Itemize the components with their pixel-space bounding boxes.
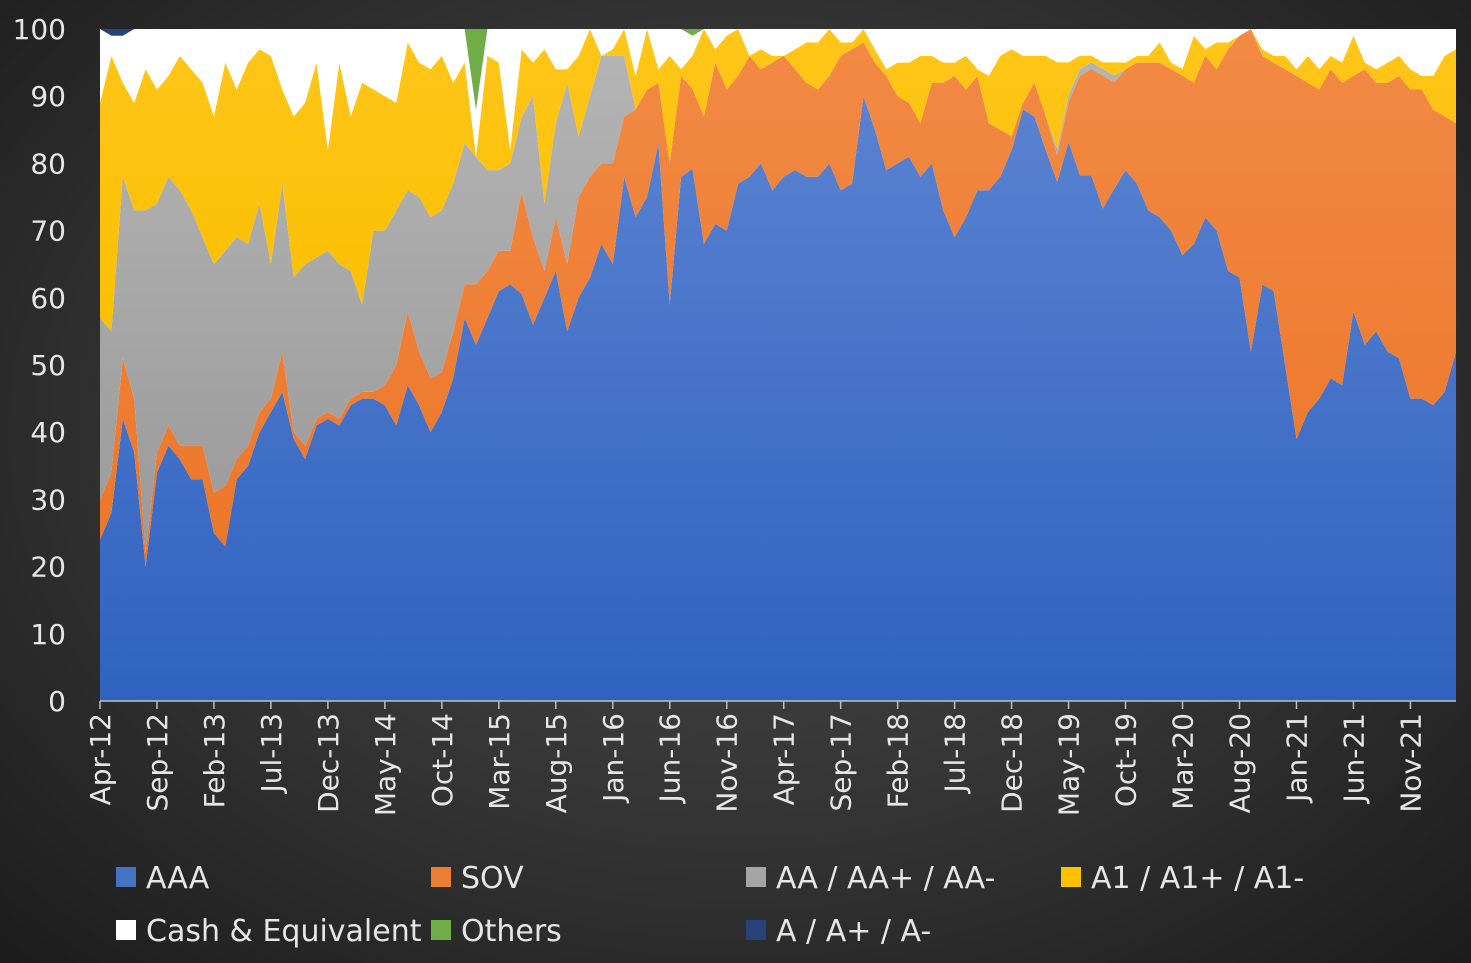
y-tick-label: 40 [30, 416, 66, 449]
x-tick-label: Oct-19 [1110, 713, 1143, 807]
y-tick-label: 90 [30, 80, 66, 113]
legend-item-others: Others [431, 914, 562, 949]
legend-swatch [1061, 867, 1081, 887]
area-sov [100, 29, 1456, 567]
x-tick-label: Aug-15 [540, 713, 573, 813]
y-tick-label: 30 [30, 483, 66, 516]
y-tick-label: 70 [30, 215, 66, 248]
x-tick-label: Mar-15 [483, 713, 516, 810]
x-tick-label: Dec-13 [312, 713, 345, 813]
x-tick-label: Jun-16 [654, 713, 687, 804]
y-tick-label: 0 [48, 685, 66, 718]
area-a1-a1-a1 [100, 29, 1456, 332]
legend-item-aa-aa-aa: AA / AA+ / AA- [746, 861, 995, 896]
x-tick-label: May-14 [369, 713, 402, 816]
x-tick-label: Jul-13 [255, 713, 288, 795]
legend-swatch [431, 867, 451, 887]
legend: AAA SOV AA / AA+ / AA- A1 / A1+ / A1- Cash &… [116, 861, 1304, 949]
plot-area [100, 29, 1456, 701]
x-tick-label: Sep-12 [141, 713, 174, 812]
legend-swatch [746, 920, 766, 940]
area-aa-aa-aa [100, 29, 1456, 554]
y-tick-label: 100 [13, 13, 66, 46]
legend-swatch [116, 920, 136, 940]
legend-label: AA / AA+ / AA- [776, 861, 995, 896]
x-tick-label: Sep-17 [825, 713, 858, 812]
x-tick-label: Dec-18 [996, 713, 1029, 813]
x-tick-label: May-19 [1053, 713, 1086, 816]
x-tick-label: Mar-20 [1167, 713, 1200, 810]
legend-swatch [431, 920, 451, 940]
legend-label: Others [461, 914, 562, 949]
x-tick-label: Nov-21 [1394, 713, 1427, 813]
y-tick-label: 10 [30, 618, 66, 651]
y-tick-label: 60 [30, 282, 66, 315]
y-axis: 0 10 20 30 40 50 60 70 80 90 100 [13, 13, 66, 718]
x-tick-label: Jun-21 [1337, 713, 1370, 804]
area-aaa [100, 96, 1456, 701]
legend-label: AAA [146, 861, 210, 896]
area-cash-equivalent [100, 29, 1456, 157]
x-tick-label: Apr-12 [84, 713, 117, 805]
legend-item-aaa: AAA [116, 861, 210, 896]
legend-item-a1-a1-a1: A1 / A1+ / A1- [1061, 861, 1304, 896]
x-axis: Apr-12 Sep-12 Feb-13 Jul-13 Dec-13 May-14 Oct-… [84, 700, 1456, 816]
x-tick-label: Apr-17 [768, 713, 801, 805]
x-tick-label: Aug-20 [1223, 713, 1256, 813]
x-tick-label: Jan-21 [1280, 713, 1313, 804]
y-tick-label: 80 [30, 147, 66, 180]
legend-label: SOV [461, 861, 524, 896]
y-tick-label: 50 [30, 349, 66, 382]
x-tick-label: Nov-16 [711, 713, 744, 813]
legend-label: A / A+ / A- [776, 914, 931, 949]
x-tick-label: Feb-18 [882, 713, 915, 808]
x-tick-label: Jan-16 [597, 713, 630, 804]
legend-label: Cash & Equivalent [146, 914, 422, 949]
x-tick-label: Oct-14 [426, 713, 459, 807]
legend-swatch [116, 867, 136, 887]
y-tick-label: 20 [30, 551, 66, 584]
legend-item-cash-equivalent: Cash & Equivalent [116, 914, 422, 949]
legend-item-sov: SOV [431, 861, 524, 896]
legend-swatch [746, 867, 766, 887]
x-tick-label: Jul-18 [939, 713, 972, 795]
legend-label: A1 / A1+ / A1- [1091, 861, 1304, 896]
x-tick-label: Feb-13 [198, 713, 231, 808]
legend-item-a-a-a: A / A+ / A- [746, 914, 931, 949]
